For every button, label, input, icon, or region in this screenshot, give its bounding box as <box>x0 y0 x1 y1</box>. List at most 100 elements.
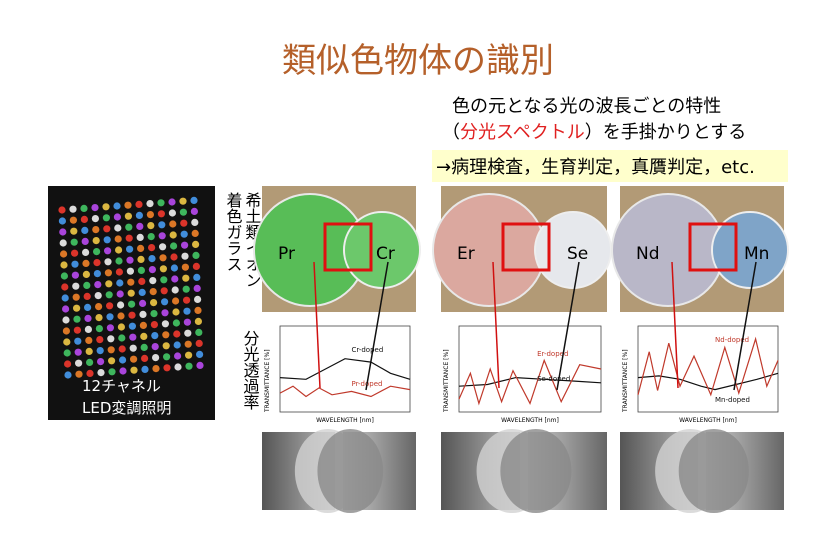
led <box>191 229 199 237</box>
led <box>95 325 103 333</box>
highlight-square <box>501 222 551 272</box>
led <box>115 257 123 265</box>
led <box>73 326 81 334</box>
panel: Er Se Er-doped Se-doped WAVELENGTH [nm] TRANS… <box>432 186 612 513</box>
led <box>59 228 67 236</box>
led <box>80 204 88 212</box>
led <box>75 359 83 367</box>
led <box>170 264 178 272</box>
led <box>113 202 121 210</box>
led <box>158 221 166 229</box>
led <box>163 353 171 361</box>
led <box>146 211 154 219</box>
glass-label: Pr <box>278 244 295 264</box>
led <box>195 328 203 336</box>
led <box>116 279 124 287</box>
led <box>135 211 143 219</box>
led <box>129 333 137 341</box>
subtitle-part: ）を手掛かりとする <box>585 122 746 143</box>
led <box>180 230 188 238</box>
led <box>138 288 146 296</box>
led <box>173 330 181 338</box>
curve-label: Cr-doped <box>352 346 384 354</box>
led <box>159 243 167 251</box>
led <box>195 339 203 347</box>
led <box>141 365 149 373</box>
led <box>62 327 70 335</box>
led <box>194 317 202 325</box>
spectrum-curve <box>637 336 779 397</box>
led <box>103 236 111 244</box>
led <box>146 200 154 208</box>
led <box>108 368 116 376</box>
led <box>72 282 80 290</box>
led <box>128 311 136 319</box>
subtitle-emphasis: 分光スペクトル <box>460 122 585 143</box>
glass-label: Er <box>457 244 475 264</box>
led <box>83 292 91 300</box>
led <box>151 332 159 340</box>
led <box>162 342 170 350</box>
led <box>169 231 177 239</box>
led <box>108 357 116 365</box>
led <box>103 225 111 233</box>
led <box>72 293 80 301</box>
led <box>170 253 178 261</box>
connector <box>556 261 580 391</box>
led <box>150 321 158 329</box>
led <box>185 362 193 370</box>
led <box>117 312 125 320</box>
led <box>160 287 168 295</box>
led <box>94 281 102 289</box>
highlight-square <box>688 222 738 272</box>
led <box>96 336 104 344</box>
led <box>114 235 122 243</box>
led <box>86 358 94 366</box>
spectrum-curve <box>458 358 602 406</box>
led <box>114 224 122 232</box>
led <box>157 199 165 207</box>
led <box>106 324 114 332</box>
led <box>174 363 182 371</box>
led <box>119 356 127 364</box>
led <box>126 256 134 264</box>
led <box>62 316 70 324</box>
led <box>71 271 79 279</box>
led <box>150 299 158 307</box>
led <box>60 272 68 280</box>
led <box>82 270 90 278</box>
led <box>105 291 113 299</box>
side-label: 分光透過率 <box>241 330 260 410</box>
panel: Nd Mn Nd-doped Mn-doped WAVELENGTH [nm] TRANS… <box>611 186 789 513</box>
slide-title: 類似色物体の識別 <box>282 41 554 81</box>
spectrum-chart <box>441 320 607 426</box>
led <box>102 214 110 222</box>
led <box>95 303 103 311</box>
led <box>137 244 145 252</box>
led <box>81 237 89 245</box>
led <box>190 207 198 215</box>
led <box>161 320 169 328</box>
led <box>125 234 133 242</box>
led <box>159 254 167 262</box>
led <box>148 266 156 274</box>
led <box>129 344 137 352</box>
led <box>183 296 191 304</box>
connector <box>671 261 679 389</box>
led <box>93 270 101 278</box>
led <box>115 246 123 254</box>
curve-label: Se-doped <box>537 375 570 383</box>
led <box>171 275 179 283</box>
led <box>193 273 201 281</box>
led <box>148 255 156 263</box>
spectrum-chart <box>620 320 784 426</box>
led <box>151 343 159 351</box>
curve-label: Nd-doped <box>715 336 749 344</box>
led <box>106 313 114 321</box>
led <box>185 351 193 359</box>
gray-lens <box>500 429 572 513</box>
led <box>124 212 132 220</box>
led <box>135 200 143 208</box>
led-caption: 12チャネル <box>82 377 161 395</box>
led <box>140 343 148 351</box>
